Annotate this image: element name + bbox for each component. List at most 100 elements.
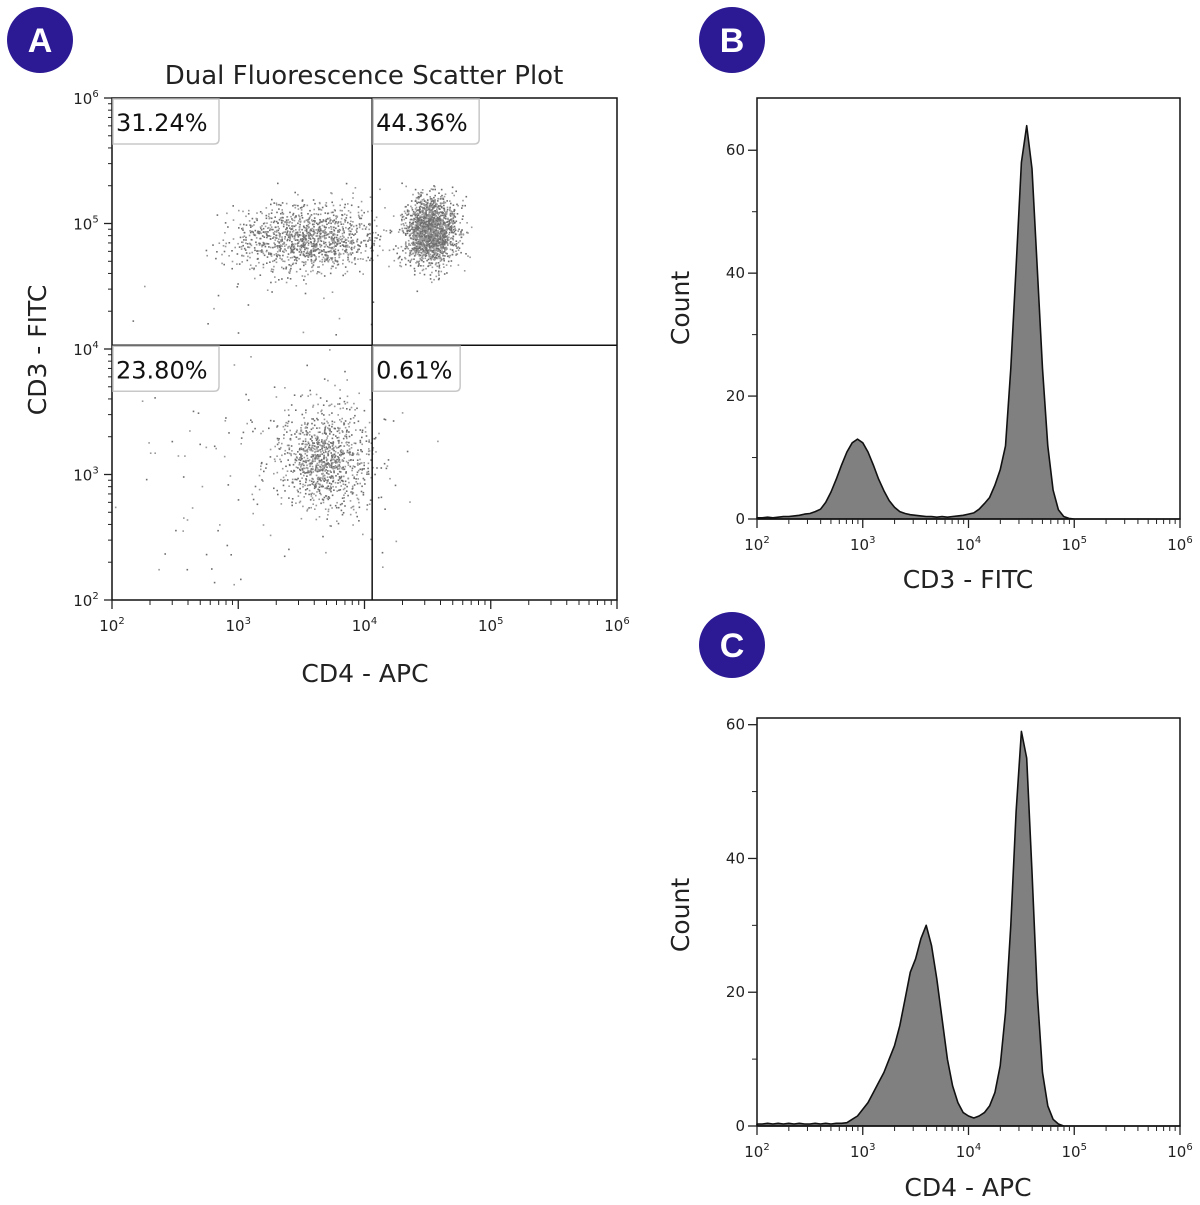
- scatter-point: [253, 247, 256, 249]
- scatter-point: [438, 219, 440, 221]
- scatter-point: [250, 226, 252, 228]
- scatter-point: [276, 250, 279, 253]
- scatter-point: [461, 204, 464, 207]
- scatter-point: [315, 249, 318, 251]
- scatter-point: [409, 221, 411, 224]
- scatter-point: [442, 263, 445, 265]
- scatter-point: [436, 240, 438, 242]
- scatter-point: [346, 444, 349, 446]
- scatter-point: [306, 364, 308, 367]
- scatter-point: [314, 244, 317, 246]
- scatter-point: [352, 417, 355, 419]
- scatter-point: [324, 259, 326, 261]
- scatter-point: [444, 224, 446, 227]
- scatter-point: [287, 219, 290, 221]
- scatter-point: [414, 270, 416, 272]
- scatter-point: [307, 254, 309, 256]
- scatter-point: [336, 264, 339, 266]
- scatter-point: [266, 242, 268, 245]
- scatter-point: [343, 500, 345, 502]
- scatter-point: [256, 258, 259, 260]
- scatter-point: [256, 231, 259, 234]
- scatter-point: [359, 258, 362, 260]
- scatter-point: [436, 242, 439, 244]
- scatter-point: [317, 403, 319, 406]
- scatter-point: [312, 454, 315, 456]
- scatter-point: [450, 225, 453, 227]
- scatter-point: [329, 220, 331, 223]
- scatter-point: [339, 461, 341, 464]
- scatter-point: [350, 204, 353, 207]
- scatter-point: [323, 236, 326, 239]
- scatter-point: [409, 244, 412, 246]
- scatter-point: [312, 247, 315, 250]
- scatter-point: [311, 436, 313, 439]
- scatter-point: [422, 261, 425, 263]
- scatter-point: [362, 273, 364, 275]
- hist-b-x-tick-label: 102: [744, 535, 769, 554]
- scatter-point: [300, 448, 303, 451]
- scatter-point: [255, 265, 257, 267]
- scatter-point: [344, 245, 347, 248]
- scatter-point: [304, 440, 307, 443]
- scatter-point: [268, 427, 270, 430]
- scatter-point: [316, 427, 318, 429]
- scatter-point: [418, 262, 420, 265]
- scatter-point: [423, 215, 425, 218]
- scatter-point: [323, 235, 326, 237]
- scatter-point: [436, 235, 438, 237]
- scatter-point: [426, 209, 428, 211]
- scatter-point: [467, 232, 469, 234]
- scatter-point: [369, 239, 372, 241]
- scatter-point: [426, 220, 428, 223]
- scatter-point: [317, 207, 320, 209]
- scatter-point: [365, 435, 368, 437]
- scatter-point: [306, 459, 308, 462]
- scatter-point: [316, 437, 319, 439]
- scatter-point: [322, 477, 324, 479]
- scatter-point: [286, 239, 289, 242]
- scatter-point: [360, 200, 363, 203]
- scatter-point: [323, 246, 326, 248]
- scatter-point: [438, 226, 441, 229]
- scatter-point: [323, 229, 326, 232]
- scatter-point: [314, 202, 316, 205]
- scatter-point: [279, 458, 281, 461]
- scatter-point: [308, 235, 310, 237]
- scatter-point: [441, 212, 444, 215]
- scatter-point: [415, 206, 418, 209]
- scatter-point: [341, 244, 344, 246]
- scatter-point: [299, 500, 302, 503]
- scatter-point: [415, 197, 418, 199]
- scatter-point: [280, 446, 282, 449]
- scatter-point: [355, 229, 358, 231]
- scatter-point: [320, 410, 322, 413]
- scatter-point: [429, 190, 431, 192]
- scatter-point: [356, 238, 359, 241]
- scatter-point: [285, 221, 287, 223]
- scatter-point: [292, 246, 295, 248]
- scatter-point: [334, 456, 336, 459]
- scatter-point: [256, 212, 258, 214]
- scatter-point: [273, 386, 276, 388]
- scatter-point: [358, 248, 360, 251]
- scatter-point: [363, 464, 365, 467]
- scatter-point: [423, 218, 426, 221]
- scatter-point: [435, 219, 438, 222]
- scatter-point: [355, 478, 357, 480]
- scatter-point: [317, 454, 319, 456]
- scatter-point: [342, 453, 344, 456]
- scatter-point: [369, 196, 372, 198]
- scatter-point: [413, 244, 415, 246]
- scatter-point: [325, 495, 327, 497]
- scatter-point: [300, 464, 303, 467]
- scatter-point: [416, 216, 418, 219]
- hist-b-y-tick-label: 40: [726, 264, 745, 282]
- scatter-point: [299, 268, 302, 270]
- scatter-point: [345, 441, 347, 444]
- scatter-point: [450, 210, 452, 212]
- scatter-point: [219, 524, 221, 526]
- scatter-point: [326, 482, 328, 484]
- scatter-point: [349, 453, 351, 456]
- scatter-point: [443, 210, 446, 213]
